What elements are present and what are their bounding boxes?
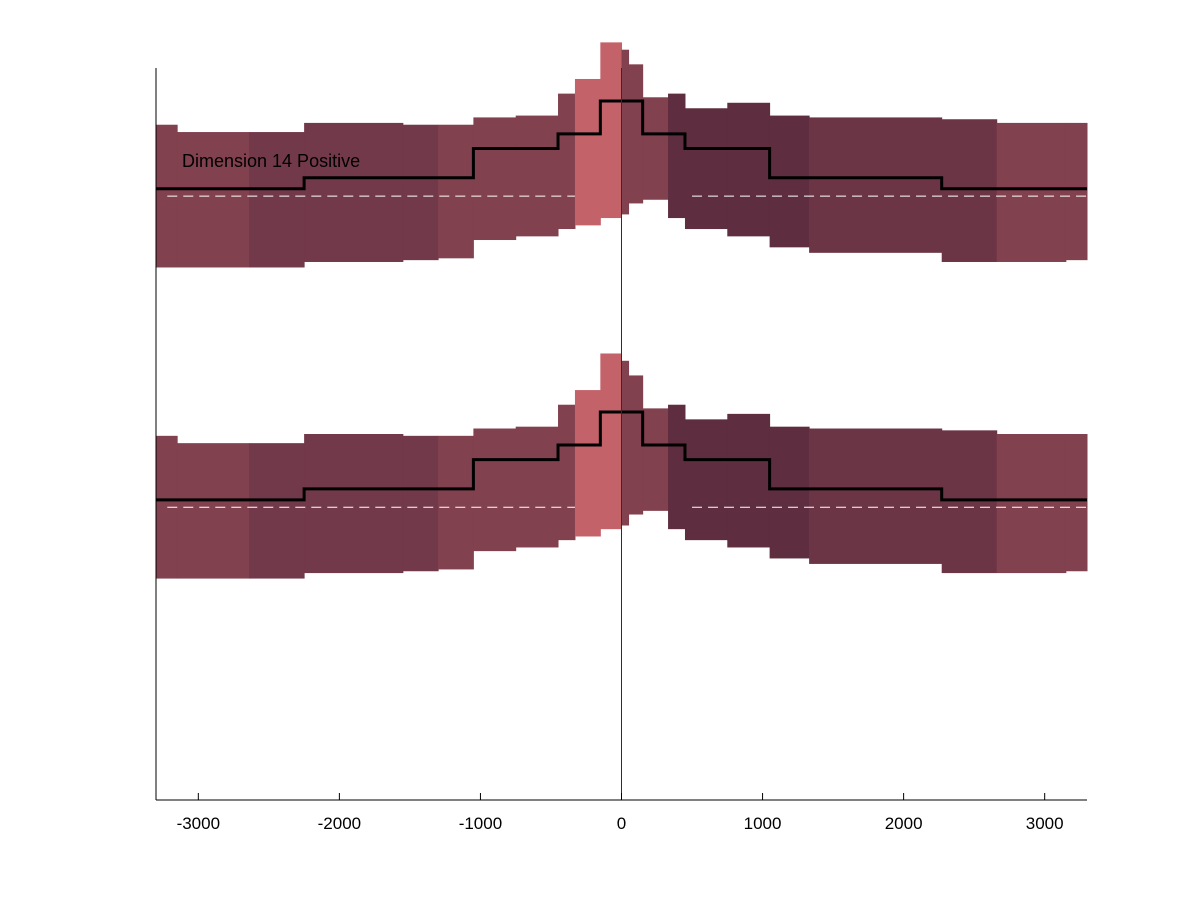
band-bin-0-7: [515, 115, 559, 237]
band-bin-1-1: [177, 443, 250, 579]
band-bin-0-20: [996, 122, 1067, 262]
band-bin-0-11: [621, 49, 630, 215]
band-bin-1-6: [473, 428, 517, 552]
x-tick-label: 2000: [885, 814, 923, 833]
band-bin-1-16: [727, 413, 771, 548]
x-tick-label: 1000: [744, 814, 782, 833]
band-bin-1-7: [515, 426, 559, 548]
band-bin-1-13: [642, 408, 669, 511]
x-tick-label: -1000: [459, 814, 502, 833]
band-bin-0-4: [402, 124, 439, 261]
band-bin-1-8: [558, 404, 576, 541]
band-bin-1-4: [402, 435, 439, 572]
x-tick-label: 0: [617, 814, 626, 833]
x-tick-label: -3000: [177, 814, 220, 833]
band-bin-1-3: [304, 434, 404, 574]
band-bin-0-8: [558, 93, 576, 230]
band-bin-0-9: [574, 78, 601, 226]
x-ticks: -3000 -2000 -1000 0 1000 2000 3000: [177, 793, 1064, 833]
band-bin-1-11: [621, 360, 630, 526]
band-bin-1-5: [438, 435, 474, 570]
band-bin-0-15: [684, 108, 728, 230]
x-tick-label: 3000: [1026, 814, 1064, 833]
baseline-layer: [167, 195, 1087, 508]
band-bin-1-12: [628, 375, 644, 515]
band-bin-1-9: [574, 390, 601, 537]
chart-annotation: Dimension 14 Positive: [182, 151, 360, 171]
band-bin-1-19: [941, 430, 998, 574]
band-bin-0-17: [769, 115, 810, 248]
band-bin-0-3: [304, 122, 404, 262]
band-bin-0-1: [177, 132, 250, 268]
band-bin-0-13: [642, 97, 669, 200]
band-layer: [156, 42, 1088, 579]
axes: -3000 -2000 -1000 0 1000 2000 3000: [155, 68, 1087, 833]
band-bin-1-10: [600, 353, 622, 530]
band-bin-0-18: [809, 117, 943, 253]
band-bin-1-21: [1065, 434, 1088, 572]
band-bin-1-2: [249, 443, 305, 579]
band-bin-1-20: [996, 434, 1067, 574]
band-bin-0-6: [473, 117, 517, 241]
band-bin-1-14: [668, 404, 686, 530]
band-bin-0-19: [941, 119, 998, 262]
band-bin-0-2: [249, 132, 305, 268]
band-bin-0-21: [1065, 122, 1088, 261]
band-bin-1-15: [684, 419, 728, 541]
band-bin-0-0: [156, 124, 178, 268]
band-bin-0-10: [600, 42, 622, 219]
band-bin-0-12: [628, 64, 644, 204]
band-bin-0-16: [727, 102, 771, 237]
band-bin-0-14: [668, 93, 686, 219]
band-bin-1-0: [156, 435, 178, 579]
x-tick-label: -2000: [318, 814, 361, 833]
band-bin-1-18: [809, 428, 943, 564]
band-bin-1-17: [769, 426, 810, 559]
band-bin-0-5: [438, 124, 474, 259]
